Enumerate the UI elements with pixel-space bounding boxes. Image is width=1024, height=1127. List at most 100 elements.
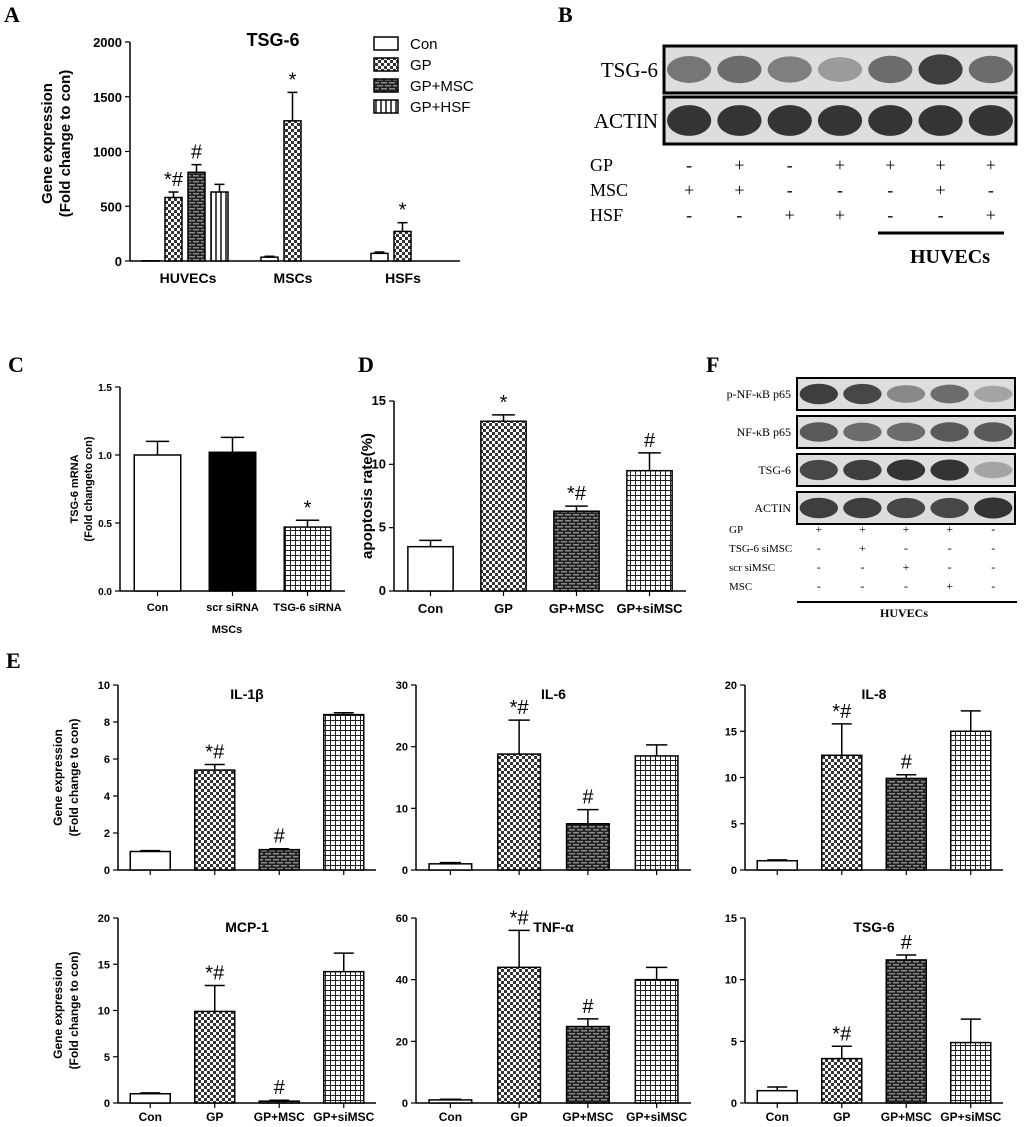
bar (407, 545, 454, 592)
blot-band (968, 105, 1013, 136)
chart-title: TSG-6 (853, 919, 894, 935)
y-axis-label: (Fold change to con) (67, 952, 81, 1070)
y-tick-label: 15 (725, 913, 737, 925)
condition-sign: - (787, 180, 793, 200)
blot-band (767, 56, 812, 83)
bar (565, 823, 610, 871)
bar (258, 848, 300, 871)
significance-mark: # (901, 752, 913, 774)
blot-band (974, 497, 1013, 519)
blot-band (918, 54, 963, 85)
y-axis-label: (Fold changeto con) (83, 436, 95, 541)
bar (885, 777, 927, 871)
x-tick-label: GP+MSC (562, 1110, 613, 1124)
blot-band (799, 497, 838, 519)
x-tick-label: GP+siMSC (616, 601, 683, 616)
blot-band (817, 57, 863, 82)
condition-sign: - (991, 541, 995, 555)
chart-title: TSG-6 (246, 30, 299, 50)
x-tick-label: Con (766, 1110, 789, 1124)
blot-band (886, 422, 926, 442)
y-tick-label: 0 (104, 1098, 110, 1110)
condition-sign: - (837, 180, 843, 200)
panel-label-d: D (358, 352, 374, 377)
y-tick-label: 5 (104, 1052, 110, 1064)
y-tick-label: 1.5 (98, 383, 112, 394)
band-label: NF-κB p65 (737, 425, 791, 439)
significance-mark: *# (510, 907, 530, 929)
y-tick-label: 2 (104, 828, 110, 840)
significance-mark: *# (205, 742, 225, 764)
bar (323, 970, 365, 1104)
y-tick-label: 0 (731, 1098, 737, 1110)
bar (129, 1093, 171, 1104)
bar (950, 730, 992, 871)
x-tick-label: GP (494, 601, 513, 616)
bar (821, 1057, 863, 1104)
y-tick-label: 0 (379, 583, 386, 598)
y-axis-label: apoptosis rate(%) (359, 433, 376, 559)
condition-sign: + (946, 522, 953, 536)
bar (370, 252, 389, 262)
condition-sign: + (946, 579, 953, 593)
group-label: HUVECs (880, 606, 928, 620)
x-tick-label: GP+MSC (549, 601, 605, 616)
x-tick-label: GP (510, 1110, 527, 1124)
legend-label: Con (410, 36, 438, 53)
bar (164, 196, 183, 262)
legend-swatch (373, 78, 399, 93)
bar (756, 860, 798, 871)
band-label: ACTIN (754, 501, 791, 515)
bar (194, 769, 236, 871)
bar (133, 454, 182, 592)
blot-band (717, 55, 762, 84)
western-blot-f: p-NF-κB p65 NF-κB p65 TSG-6 ACTIN GP + + + + - TSG… (727, 377, 1017, 620)
condition-sign: - (860, 560, 864, 574)
significance-mark: * (500, 392, 508, 414)
condition-sign: - (948, 560, 952, 574)
significance-mark: # (582, 787, 594, 809)
bar (428, 863, 473, 871)
y-axis-label: Gene expression (51, 962, 65, 1059)
blot-band (886, 459, 926, 481)
y-tick-label: 15 (372, 393, 386, 408)
y-tick-label: 0 (402, 865, 408, 877)
y-tick-label: 5 (379, 520, 386, 535)
band-label: TSG-6 (758, 463, 791, 477)
condition-label: TSG-6 siMSC (729, 543, 792, 555)
y-tick-label: 0 (104, 865, 110, 877)
condition-sign: - (817, 541, 821, 555)
bar (208, 451, 257, 592)
bar (821, 754, 863, 871)
condition-sign: + (903, 560, 910, 574)
y-tick-label: 20 (396, 1036, 408, 1048)
significance-mark: *# (510, 697, 530, 719)
condition-label: MSC (590, 180, 628, 200)
legend-swatch (373, 36, 399, 51)
blot-band (886, 497, 926, 519)
y-tick-label: 6 (104, 754, 110, 766)
condition-sign: + (885, 155, 895, 175)
blot-band (843, 383, 882, 405)
band-label: TSG-6 (601, 58, 658, 82)
group-label: HUVECs (910, 246, 990, 268)
condition-sign: - (860, 579, 864, 593)
x-tick-label: GP+MSC (254, 1110, 305, 1124)
y-axis-label: (Fold change to con) (57, 70, 74, 218)
chart-title: IL-1β (230, 686, 264, 702)
condition-label: MSC (729, 581, 752, 593)
legend-label: GP+MSC (410, 78, 474, 95)
y-tick-label: 20 (98, 913, 110, 925)
y-tick-label: 20 (396, 742, 408, 754)
x-tick-label: scr siRNA (206, 602, 259, 614)
condition-sign: - (887, 180, 893, 200)
blot-band (767, 105, 812, 136)
x-group-label: MSCs (212, 624, 243, 636)
blot-band (843, 497, 882, 519)
bar (553, 510, 600, 592)
y-axis-label: Gene expression (39, 83, 56, 204)
bar (283, 120, 302, 262)
panel-label-c: C (8, 352, 24, 377)
y-tick-label: 40 (396, 975, 408, 987)
